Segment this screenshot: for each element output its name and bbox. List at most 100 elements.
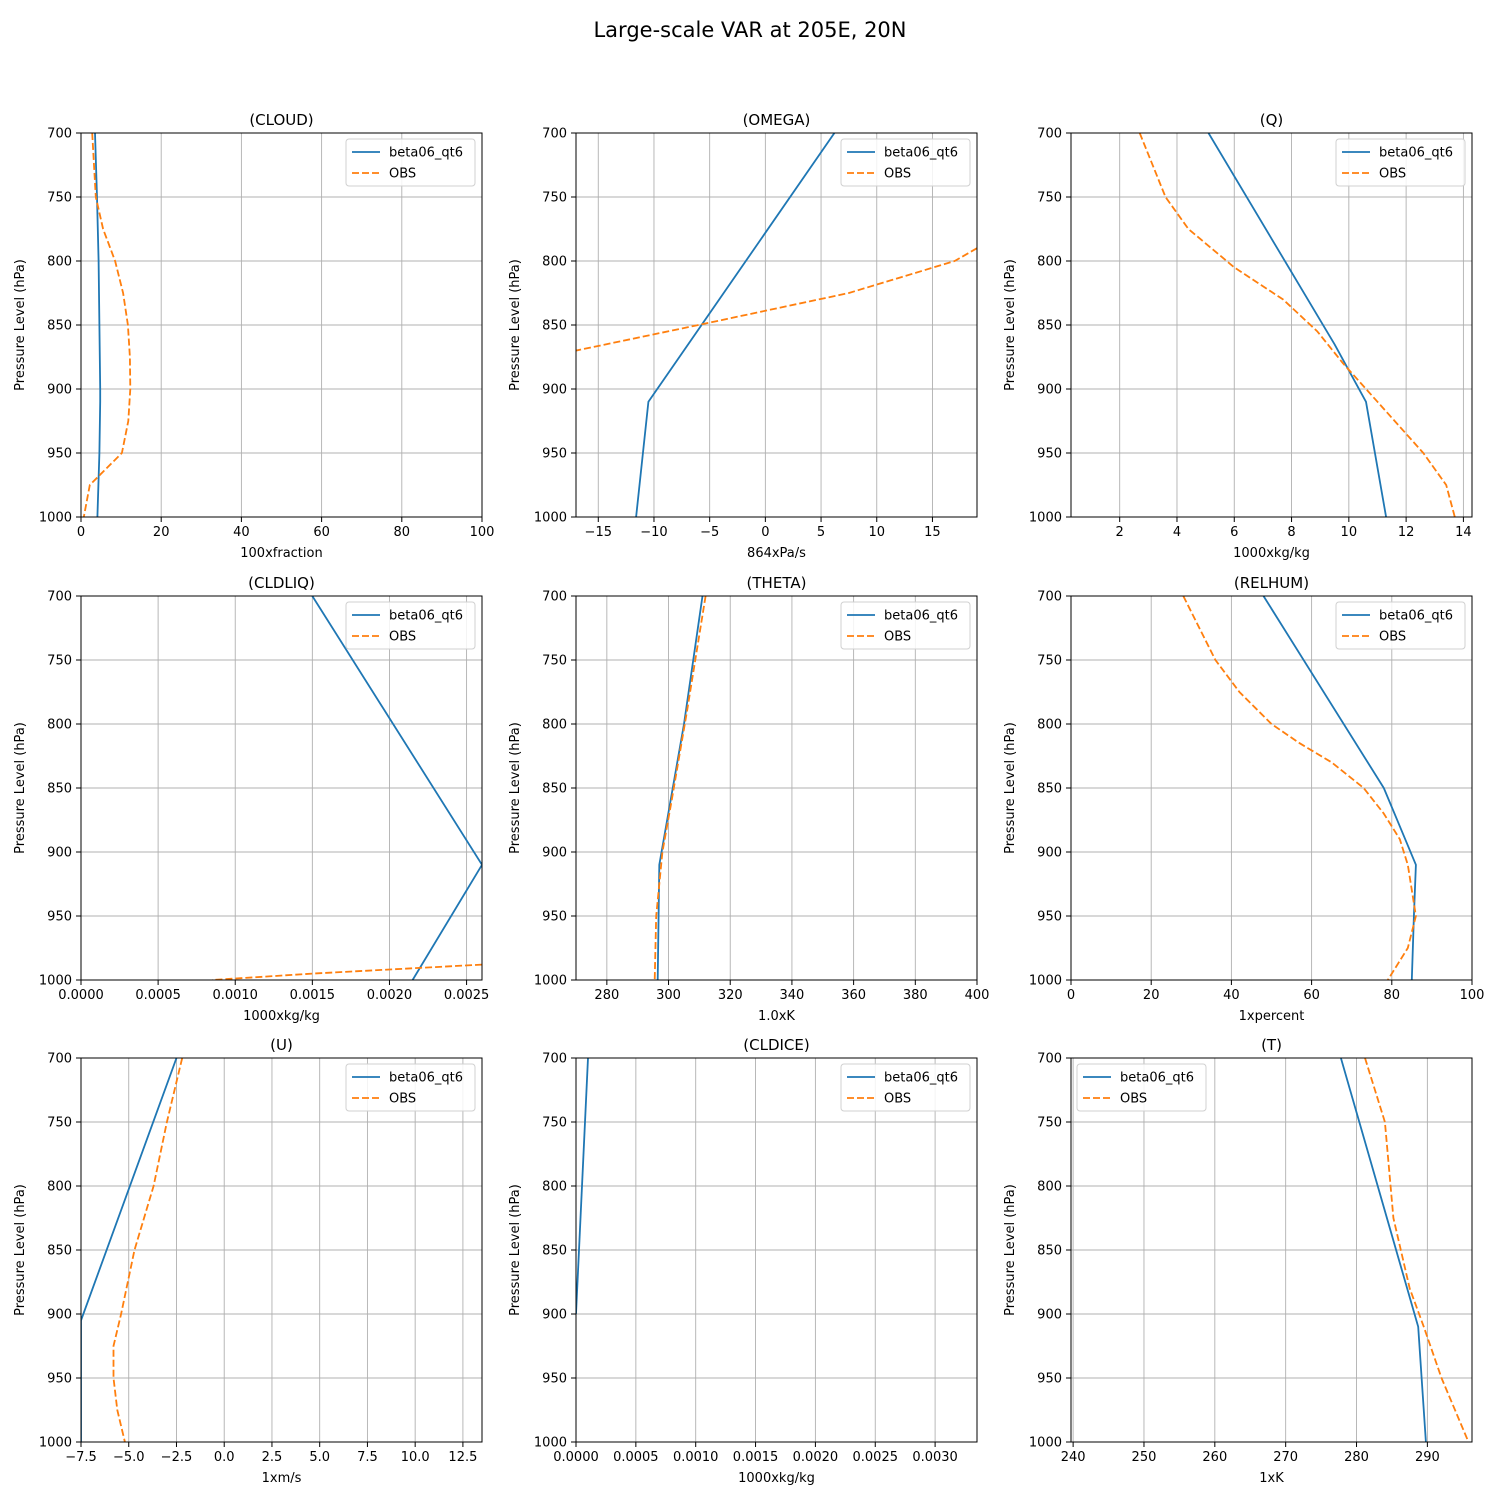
x-tick-label: 0 xyxy=(77,525,85,540)
x-tick-label: 10.0 xyxy=(401,1450,430,1465)
x-axis-label: 1xm/s xyxy=(262,1471,302,1486)
legend-box xyxy=(840,1063,971,1112)
y-tick-label: 700 xyxy=(1037,1052,1062,1067)
series-lines xyxy=(576,133,977,517)
panel-title: (T) xyxy=(1261,1036,1282,1054)
series-line xyxy=(81,1058,178,1442)
y-tick-label: 1000 xyxy=(534,1436,567,1451)
x-tick-label: 240 xyxy=(1061,1450,1086,1465)
legend-label: beta06_qt6 xyxy=(1379,609,1453,624)
y-tick-label: 700 xyxy=(47,1052,72,1067)
y-tick-label: 750 xyxy=(542,1116,567,1131)
series-lines xyxy=(81,1058,184,1442)
series-lines xyxy=(82,133,132,517)
y-tick-label: 950 xyxy=(47,910,72,925)
x-tick-label: 0.0030 xyxy=(912,1450,958,1465)
x-tick-label: 0.0025 xyxy=(853,1450,899,1465)
x-tick-label: 280 xyxy=(594,988,619,1003)
y-tick-label: 950 xyxy=(47,447,72,462)
x-tick-label: 250 xyxy=(1132,1450,1157,1465)
y-tick-label: 750 xyxy=(47,191,72,206)
x-tick-label: 12.5 xyxy=(448,1450,477,1465)
x-tick-label: 300 xyxy=(656,988,681,1003)
y-tick-label: 700 xyxy=(1037,590,1062,605)
legend: beta06_qt6 OBS xyxy=(345,138,476,187)
series-lines xyxy=(653,596,707,980)
panel-title: (RELHUM) xyxy=(1234,574,1309,592)
y-tick-label: 900 xyxy=(1037,1308,1062,1323)
legend-box xyxy=(1335,138,1466,187)
x-tick-label: 290 xyxy=(1415,1450,1440,1465)
legend-label: beta06_qt6 xyxy=(389,1071,463,1086)
series-lines xyxy=(212,596,482,980)
x-tick-label: 280 xyxy=(1344,1450,1369,1465)
x-tick-label: 4 xyxy=(1173,525,1181,540)
y-tick-label: 850 xyxy=(542,1244,567,1259)
x-axis-label: 1xK xyxy=(1259,1471,1284,1486)
series-line xyxy=(94,133,102,517)
y-tick-label: 1000 xyxy=(1029,974,1062,989)
y-tick-label: 900 xyxy=(47,846,72,861)
x-tick-label: 0.0005 xyxy=(613,1450,659,1465)
x-tick-label: 5.0 xyxy=(309,1450,330,1465)
x-tick-label: 15 xyxy=(924,525,941,540)
x-axis-label: 1.0xK xyxy=(758,1009,795,1024)
y-tick-label: 750 xyxy=(47,1116,72,1131)
legend-label: beta06_qt6 xyxy=(1379,146,1453,161)
x-tick-label: 12 xyxy=(1398,525,1415,540)
panel-title: (CLDICE) xyxy=(743,1036,809,1054)
x-tick-label: 14 xyxy=(1455,525,1472,540)
legend-label: beta06_qt6 xyxy=(389,146,463,161)
y-axis-label: Pressure Level (hPa) xyxy=(508,722,523,854)
y-tick-label: 800 xyxy=(1037,255,1062,270)
y-tick-label: 850 xyxy=(47,1244,72,1259)
y-tick-label: 850 xyxy=(47,782,72,797)
legend-box xyxy=(840,601,971,650)
legend-label: beta06_qt6 xyxy=(884,1071,958,1086)
panel-title: (THETA) xyxy=(747,574,807,592)
x-tick-label: 40 xyxy=(233,525,250,540)
y-tick-label: 1000 xyxy=(1029,1436,1062,1451)
series-line xyxy=(576,1058,589,1315)
y-tick-label: 950 xyxy=(542,910,567,925)
y-axis-label: Pressure Level (hPa) xyxy=(13,259,28,391)
y-axis-label: Pressure Level (hPa) xyxy=(13,722,28,854)
x-tick-label: 2.5 xyxy=(262,1450,283,1465)
y-tick-label: 950 xyxy=(1037,447,1062,462)
legend-label: OBS xyxy=(389,630,416,645)
x-tick-label: 0.0 xyxy=(214,1450,235,1465)
y-tick-label: 750 xyxy=(1037,191,1062,206)
x-tick-label: −5 xyxy=(700,525,719,540)
x-tick-label: 270 xyxy=(1273,1450,1298,1465)
legend-box xyxy=(345,1063,476,1112)
x-axis-label: 100xfraction xyxy=(240,546,322,561)
series-line xyxy=(635,133,836,517)
panel: −7.5 −5.0 −2.5 0.0 2.5 5.0 7.5 10.0 12.5 700 750 80… xyxy=(13,1036,483,1486)
x-tick-label: 5 xyxy=(817,525,825,540)
y-tick-label: 900 xyxy=(1037,383,1062,398)
y-tick-label: 750 xyxy=(542,654,567,669)
y-tick-label: 800 xyxy=(47,718,72,733)
legend-box xyxy=(840,138,971,187)
legend: beta06_qt6 OBS xyxy=(840,1063,971,1112)
y-tick-label: 700 xyxy=(1037,127,1062,142)
y-tick-label: 1000 xyxy=(534,974,567,989)
panel-title: (Q) xyxy=(1260,111,1284,129)
y-tick-label: 800 xyxy=(47,1180,72,1195)
y-tick-label: 700 xyxy=(47,127,72,142)
y-tick-label: 800 xyxy=(47,255,72,270)
panel-title: (CLDLIQ) xyxy=(248,574,315,592)
y-tick-label: 900 xyxy=(542,846,567,861)
legend: beta06_qt6 OBS xyxy=(1076,1063,1207,1112)
legend: beta06_qt6 OBS xyxy=(840,138,971,187)
legend-box xyxy=(1076,1063,1207,1112)
panel: 0.0000 0.0005 0.0010 0.0015 0.0020 0.0025 700 7… xyxy=(13,574,489,1024)
series-line xyxy=(311,596,482,980)
x-tick-label: 7.5 xyxy=(357,1450,378,1465)
y-axis-label: Pressure Level (hPa) xyxy=(1003,1184,1018,1316)
series-line xyxy=(1262,596,1417,980)
y-tick-label: 800 xyxy=(542,1180,567,1195)
y-tick-label: 850 xyxy=(1037,319,1062,334)
y-axis-label: Pressure Level (hPa) xyxy=(508,259,523,391)
